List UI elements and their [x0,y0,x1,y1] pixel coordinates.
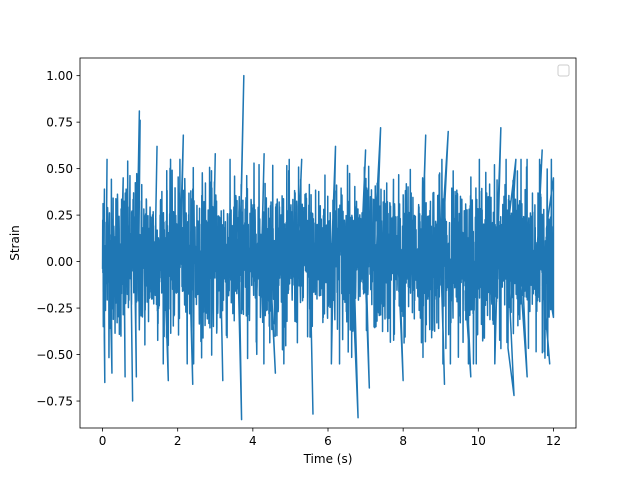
y-axis: −0.75 −0.50 −0.25 0.00 0.25 0.50 0.75 1.00 [36,69,80,408]
y-tick-label: 0.75 [46,115,73,129]
x-tick-label: 0 [99,434,107,448]
y-tick-label: 0.25 [46,208,73,222]
x-axis: 0 2 4 6 8 10 12 [99,428,561,448]
y-tick-label: 0.00 [46,255,73,269]
y-tick-label: −0.50 [36,348,73,362]
x-tick-label: 10 [471,434,486,448]
y-axis-label: Strain [8,225,22,261]
y-tick-label: −0.75 [36,394,73,408]
series-line [101,74,555,421]
x-axis-label: Time (s) [303,452,353,466]
x-tick-label: 8 [399,434,407,448]
x-tick-label: 12 [546,434,561,448]
x-tick-label: 6 [324,434,332,448]
y-tick-label: 1.00 [46,69,73,83]
y-tick-label: 0.50 [46,162,73,176]
x-tick-label: 2 [174,434,182,448]
plot-area [101,74,555,421]
x-tick-label: 4 [249,434,257,448]
legend-box [557,64,570,77]
y-tick-label: −0.25 [36,301,73,315]
